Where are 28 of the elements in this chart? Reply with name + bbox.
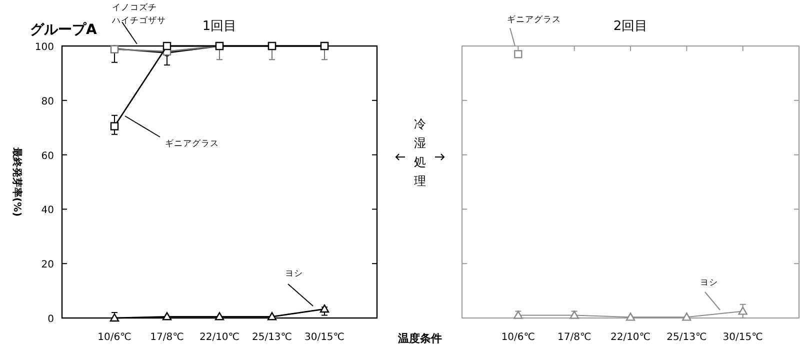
x-tick-label: 17/8℃ — [557, 332, 592, 343]
x-tick-label: 22/10℃ — [610, 332, 651, 343]
text: ヨシ — [285, 269, 303, 279]
y-tick-label: 60 — [41, 150, 54, 162]
x-tick-label: 25/13℃ — [252, 332, 292, 343]
text: ヨシ — [700, 278, 718, 288]
x-tick-label: 17/8℃ — [150, 332, 184, 343]
chart-title: 1回目 — [202, 19, 237, 34]
x-tick-label: 22/10℃ — [199, 332, 240, 343]
y-tick-label: 40 — [41, 205, 54, 216]
text: ギニアグラス — [165, 138, 219, 149]
y-tick-label: 80 — [41, 96, 54, 108]
x-tick-label: 10/6℃ — [501, 332, 536, 343]
x-axis-title: 温度条件 — [397, 332, 442, 345]
y-tick-label: 0 — [48, 314, 54, 325]
x-tick-label: 25/13℃ — [666, 332, 707, 343]
x-tick-label: 10/6℃ — [98, 332, 132, 343]
text: グループA — [30, 21, 97, 38]
text: ギニアグラス — [507, 14, 561, 25]
y-tick-label: 20 — [41, 260, 54, 271]
text: 冷湿処理 — [414, 117, 426, 188]
chart-title: 2回目 — [613, 19, 648, 34]
x-tick-label: 30/15℃ — [722, 332, 763, 343]
x-tick-label: 30/15℃ — [304, 332, 345, 343]
y-axis-title: 最終発芽率(%) — [11, 146, 23, 217]
text: イノコズチ — [112, 2, 157, 13]
y-tick-label: 100 — [34, 42, 54, 53]
text: ハイチゴザサ — [111, 15, 166, 26]
